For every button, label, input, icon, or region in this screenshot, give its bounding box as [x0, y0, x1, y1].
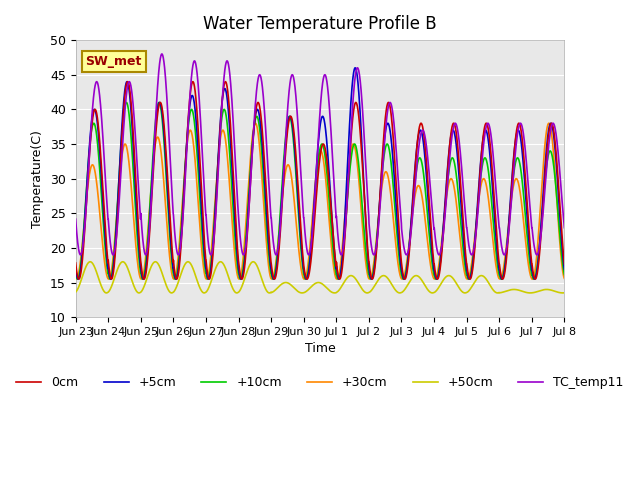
Text: SW_met: SW_met [85, 55, 142, 68]
Legend: 0cm, +5cm, +10cm, +30cm, +50cm, TC_temp11: 0cm, +5cm, +10cm, +30cm, +50cm, TC_temp1… [12, 371, 628, 394]
X-axis label: Time: Time [305, 342, 335, 356]
Title: Water Temperature Profile B: Water Temperature Profile B [203, 15, 437, 33]
Y-axis label: Temperature(C): Temperature(C) [31, 130, 44, 228]
